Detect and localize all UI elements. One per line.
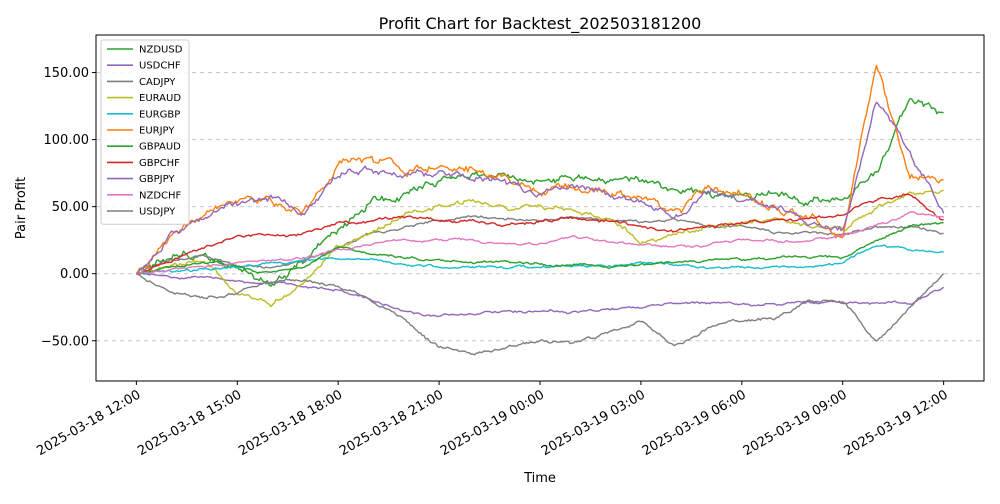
x-tick-label: 2025-03-18 15:00 bbox=[135, 387, 244, 459]
y-tick-label: 100.00 bbox=[44, 133, 90, 148]
y-tick-label: −50.00 bbox=[41, 334, 89, 349]
y-tick-label: 0.00 bbox=[60, 267, 89, 282]
legend-label: CADJPY bbox=[139, 77, 176, 88]
series-line-gbpaud bbox=[136, 221, 944, 275]
legend-label: NZDCHF bbox=[139, 190, 182, 201]
x-tick-label: 2025-03-19 12:00 bbox=[842, 387, 951, 459]
x-tick-label: 2025-03-18 12:00 bbox=[34, 387, 143, 459]
x-tick-label: 2025-03-19 00:00 bbox=[438, 387, 547, 459]
x-tick-label: 2025-03-19 03:00 bbox=[539, 387, 648, 459]
legend-label: GBPAUD bbox=[139, 142, 181, 153]
legend-label: USDJPY bbox=[139, 207, 176, 218]
legend-label: EURGBP bbox=[139, 109, 180, 120]
legend-label: NZDUSD bbox=[139, 45, 183, 56]
x-tick-label: 2025-03-18 21:00 bbox=[337, 387, 446, 459]
y-tick-label: 50.00 bbox=[52, 200, 89, 215]
series-layer bbox=[135, 64, 945, 356]
series-line-gbpchf bbox=[136, 193, 944, 276]
x-tick-label: 2025-03-19 06:00 bbox=[640, 387, 749, 459]
legend-label: GBPCHF bbox=[139, 158, 180, 169]
y-axis-label: Pair Profit bbox=[14, 177, 29, 239]
grid-layer bbox=[96, 72, 984, 342]
series-line-nzdchf bbox=[136, 211, 944, 275]
chart-title: Profit Chart for Backtest_202503181200 bbox=[379, 14, 702, 34]
x-tick-label: 2025-03-18 18:00 bbox=[236, 387, 345, 459]
plot-area-background bbox=[96, 35, 984, 381]
series-line-nzdusd bbox=[135, 97, 944, 287]
legend-label: EURAUD bbox=[139, 93, 181, 104]
series-line-usdjpy bbox=[136, 273, 945, 356]
y-tick-label: 150.00 bbox=[44, 66, 90, 81]
legend-label: GBPJPY bbox=[139, 174, 175, 185]
series-line-eurgbp bbox=[136, 244, 944, 275]
series-line-usdchf bbox=[136, 272, 945, 318]
legend-label: EURJPY bbox=[139, 126, 175, 137]
legend: NZDUSD USDCHF CADJPY EURAUD EURGBP EURJPY GBPA… bbox=[100, 39, 190, 225]
series-line-euraud bbox=[136, 189, 944, 308]
x-axis-label: Time bbox=[523, 471, 556, 486]
legend-label: USDCHF bbox=[139, 61, 181, 72]
y-axis-ticks: −50.00 0.00 50.00 100.00 150.00 bbox=[41, 66, 96, 349]
series-line-gbpjpy bbox=[136, 101, 945, 275]
x-tick-label: 2025-03-19 09:00 bbox=[741, 387, 850, 459]
